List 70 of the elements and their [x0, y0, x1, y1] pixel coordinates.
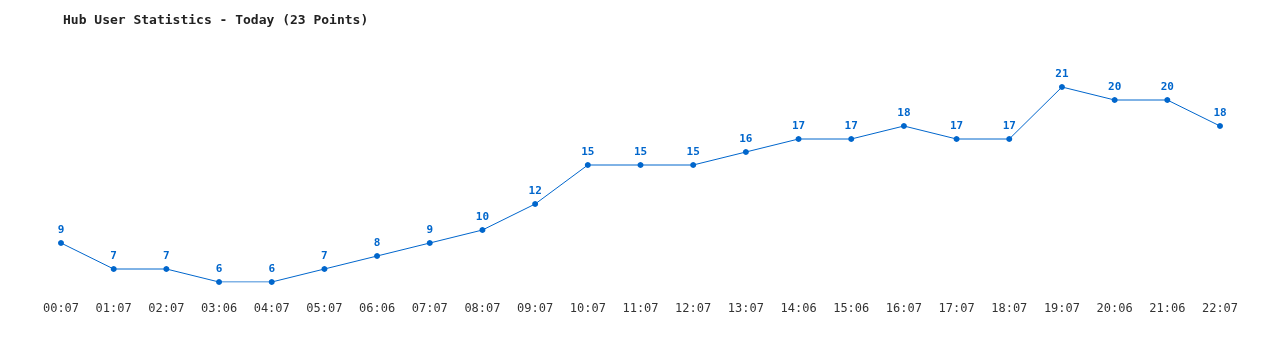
data-label: 17 — [1002, 119, 1016, 132]
x-tick-label: 20:06 — [1096, 301, 1133, 315]
data-label: 15 — [581, 145, 595, 158]
point — [268, 279, 275, 285]
x-tick-label: 17:07 — [938, 301, 975, 315]
point — [426, 240, 433, 246]
point — [216, 279, 223, 285]
x-tick-label: 01:07 — [95, 301, 132, 315]
point — [584, 162, 591, 168]
point — [479, 227, 486, 233]
data-label: 7 — [110, 249, 117, 262]
x-tick-label: 16:07 — [885, 301, 922, 315]
data-label: 9 — [57, 223, 65, 236]
point — [1058, 84, 1065, 90]
x-tick-label: 11:07 — [622, 301, 659, 315]
point — [690, 162, 697, 168]
x-tick-label: 18:07 — [991, 301, 1028, 315]
data-label: 17 — [949, 119, 964, 132]
point — [848, 136, 855, 142]
data-label: 15 — [633, 145, 648, 158]
data-label: 12 — [528, 184, 542, 197]
x-tick-label: 19:07 — [1043, 301, 1081, 315]
point — [110, 266, 117, 272]
x-tick-label: 02:07 — [148, 301, 185, 315]
x-tick-label: 08:07 — [464, 301, 501, 315]
data-label: 7 — [321, 249, 328, 262]
chart-title: Hub User Statistics - Today (23 Points) — [63, 12, 369, 27]
point — [1006, 136, 1013, 142]
data-label: 6 — [268, 262, 276, 275]
x-tick-label: 00:07 — [42, 301, 80, 315]
point — [321, 266, 328, 272]
x-tick-label: 03:06 — [200, 301, 238, 315]
data-label: 10 — [475, 210, 490, 223]
point — [742, 149, 749, 155]
x-tick-label: 12:07 — [675, 301, 712, 315]
x-tick-label: 04:07 — [253, 301, 290, 315]
x-tick-label: 13:07 — [727, 301, 764, 315]
data-label: 6 — [215, 262, 223, 275]
point — [795, 136, 802, 142]
point — [953, 136, 960, 142]
x-tick-label: 09:07 — [517, 301, 554, 315]
point — [1164, 97, 1171, 103]
point — [1217, 123, 1223, 129]
data-label: 17 — [844, 119, 858, 132]
point — [374, 253, 381, 259]
data-label: 17 — [791, 119, 806, 132]
data-label: 9 — [426, 223, 434, 236]
data-label: 18 — [897, 106, 911, 119]
data-label: 20 — [1160, 80, 1174, 93]
x-tick-label: 15:06 — [833, 301, 870, 315]
x-tick-label: 10:07 — [569, 301, 606, 315]
point — [900, 123, 907, 129]
data-label: 15 — [686, 145, 700, 158]
data-label: 8 — [373, 236, 381, 249]
x-tick-label: 14:06 — [780, 301, 817, 315]
point — [58, 240, 64, 246]
data-label: 7 — [163, 249, 170, 262]
data-label: 20 — [1108, 80, 1122, 93]
point — [163, 266, 170, 272]
data-label: 16 — [739, 132, 753, 145]
data-label: 21 — [1055, 67, 1069, 80]
point — [532, 201, 539, 207]
x-tick-label: 22:07 — [1201, 301, 1239, 315]
data-label: 18 — [1213, 106, 1227, 119]
point — [1111, 97, 1118, 103]
x-tick-label: 21:06 — [1149, 301, 1186, 315]
x-tick-label: 06:06 — [359, 301, 396, 315]
x-tick-label: 05:07 — [306, 301, 343, 315]
x-tick-label: 07:07 — [411, 301, 448, 315]
point — [637, 162, 644, 168]
